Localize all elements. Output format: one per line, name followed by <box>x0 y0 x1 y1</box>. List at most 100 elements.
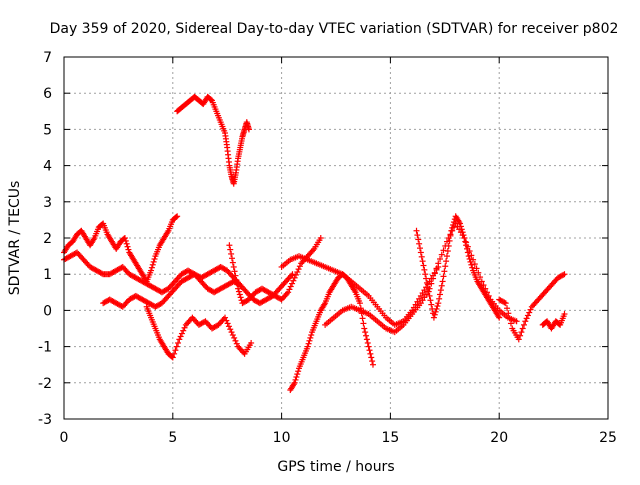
data-point-trace-d <box>172 347 179 354</box>
data-point-trace-a <box>151 255 158 262</box>
data-point-trace-f <box>290 277 297 284</box>
data-point-trace-f <box>233 276 240 283</box>
data-point-trace-f <box>229 259 236 266</box>
data-point-trace-j <box>463 242 470 249</box>
data-point-trace-j <box>418 253 425 260</box>
data-point-trace-g <box>294 371 301 378</box>
data-point-trace-d <box>178 330 185 337</box>
data-point-trace-g <box>363 336 370 343</box>
data-point-trace-j <box>466 255 473 262</box>
data-point-trace-d <box>169 354 176 361</box>
data-point-trace-i <box>430 275 437 282</box>
data-point-trace-i <box>437 255 444 262</box>
data-point-trace-d <box>233 340 240 347</box>
data-point-trace-j <box>468 261 475 268</box>
data-point-trace-f <box>296 263 303 270</box>
data-point-trace-k <box>506 315 513 322</box>
data-point-trace-d <box>222 314 229 321</box>
data-point-trace-j <box>416 245 423 252</box>
data-point-trace-k <box>517 332 524 339</box>
data-point-trace-a <box>124 243 131 250</box>
data-point-trace-j <box>436 295 443 302</box>
data-point-trace-g <box>369 361 376 368</box>
data-point-trace-a <box>150 258 157 265</box>
data-point-trace-f <box>285 289 292 296</box>
data-point-trace-j <box>427 297 434 304</box>
data-point-trace-b <box>72 250 79 257</box>
data-point-trace-i <box>473 265 480 272</box>
data-point-trace-g <box>356 300 363 307</box>
data-point-trace-f <box>230 263 237 270</box>
data-point-trace-c <box>118 303 125 310</box>
data-point-trace-d <box>232 337 239 344</box>
data-point-trace-j <box>467 258 474 265</box>
data-point-trace-d <box>176 336 183 343</box>
data-point-trace-c <box>289 271 296 278</box>
data-point-trace-j <box>458 226 465 233</box>
data-point-trace-a <box>173 214 180 221</box>
data-point-trace-j <box>422 271 429 278</box>
data-point-trace-j <box>449 224 456 231</box>
data-point-trace-a <box>149 261 156 268</box>
data-point-trace-f <box>317 235 324 241</box>
data-point-trace-d <box>228 329 235 336</box>
data-point-trace-g <box>364 339 371 346</box>
data-point-trace-j <box>434 303 441 310</box>
data-point-trace-d <box>248 339 255 346</box>
y-tick-label: -1 <box>38 340 52 356</box>
data-point-trace-g <box>365 343 372 350</box>
data-point-trace-i <box>431 270 438 277</box>
data-point-trace-a <box>174 213 181 220</box>
data-point-trace-j <box>469 264 476 271</box>
data-point-trace-j <box>438 282 445 289</box>
data-point-trace-k <box>507 320 514 327</box>
data-point-trace-g <box>369 358 376 365</box>
data-point-trace-j <box>496 314 503 321</box>
data-point-trace-f <box>227 246 234 253</box>
data-point-trace-g <box>367 350 374 357</box>
data-point-trace-j <box>450 221 457 228</box>
data-point-trace-d <box>229 332 236 339</box>
data-point-trace-g <box>295 368 302 375</box>
y-tick-label: -3 <box>38 412 52 428</box>
data-point-trace-g <box>293 374 300 381</box>
data-point-trace-d <box>177 333 184 340</box>
x-tick-label: 0 <box>60 430 69 446</box>
data-point-trace-i <box>443 238 450 245</box>
data-point-trace-j <box>443 253 450 260</box>
data-point-trace-i <box>438 251 445 258</box>
data-point-trace-g <box>307 334 314 341</box>
data-point-trace-k <box>524 312 531 319</box>
data-point-trace-j <box>430 314 437 321</box>
data-point-trace-k <box>526 309 533 316</box>
data-point-trace-k <box>527 306 534 313</box>
data-point-trace-j <box>444 248 451 255</box>
y-tick-label: 1 <box>43 267 52 283</box>
grid-layer <box>64 57 608 419</box>
data-point-trace-d <box>225 323 232 330</box>
data-point-trace-k <box>519 325 526 332</box>
data-point-trace-j <box>460 232 467 239</box>
data-point-trace-j <box>426 292 433 299</box>
data-point-trace-j <box>424 284 431 291</box>
data-point-trace-d <box>175 339 182 346</box>
data-point-trace-d <box>173 343 180 350</box>
data-point-trace-j <box>459 229 466 236</box>
data-point-trace-c <box>190 271 197 278</box>
data-point-trace-j <box>435 300 442 307</box>
data-point-trace-j <box>440 273 447 280</box>
data-point-trace-f <box>228 255 235 262</box>
data-point-trace-d <box>181 324 188 331</box>
data-point-trace-i <box>440 247 447 254</box>
data-point-trace-f <box>291 274 298 281</box>
data-point-trace-j <box>461 235 468 241</box>
data-point-trace-f <box>287 283 294 290</box>
data-point-trace-g <box>361 325 368 332</box>
data-point-trace-j <box>428 301 435 308</box>
data-point-trace-j <box>457 223 464 230</box>
data-point-trace-d <box>171 350 178 357</box>
data-point-trace-g <box>363 332 370 339</box>
data-point-trace-g <box>306 337 313 344</box>
data-point-trace-g <box>305 340 312 347</box>
